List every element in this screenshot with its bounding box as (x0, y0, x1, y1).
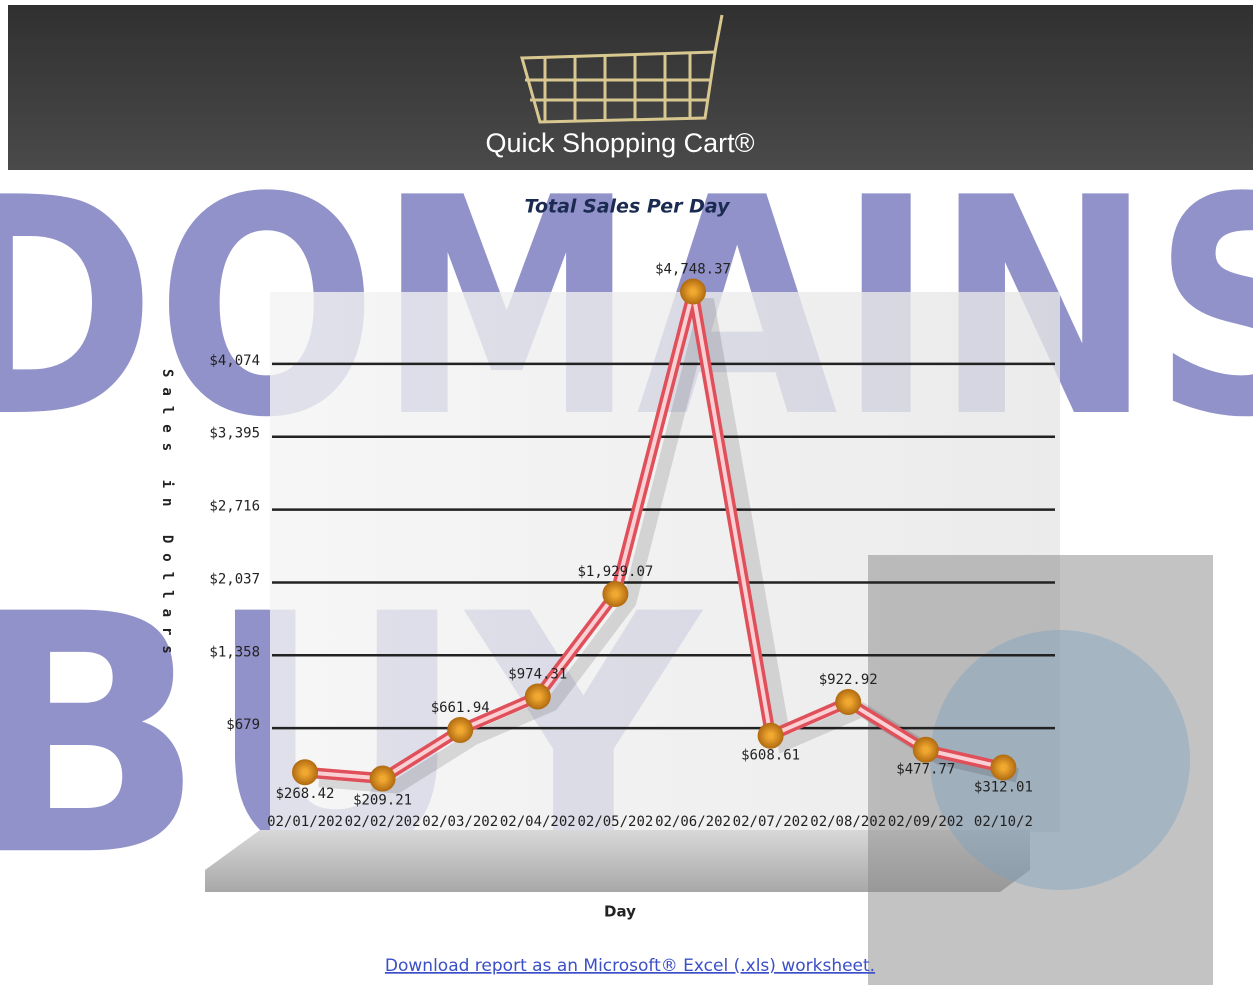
x-tick-label: 02/01/202 (267, 814, 343, 830)
x-tick-label: 02/04/202 (500, 814, 576, 830)
x-tick-label: 02/10/2 (974, 814, 1033, 830)
point (369, 765, 396, 792)
value-label: $608.61 (741, 748, 800, 764)
x-tick-label: 02/03/202 (422, 814, 498, 830)
chart: $679 $1,358 $2,037 $2,716 $3,395 $4,074 Sales … (159, 262, 1055, 830)
y-tick-label: $4,074 (209, 353, 260, 369)
point (990, 754, 1017, 781)
y-tick-label: $1,358 (209, 644, 260, 660)
point (602, 581, 629, 608)
chart-title: Total Sales Per Day (524, 196, 731, 218)
x-tick-label: 02/06/202 (655, 814, 731, 830)
y-tick-label: $2,037 (209, 571, 260, 587)
y-axis-title: Sales in Dollars (159, 369, 175, 664)
point (524, 683, 551, 710)
line-highlight (304, 289, 1004, 781)
download-link[interactable]: Download report as an Microsoft® Excel (… (385, 956, 875, 976)
value-label: $209.21 (353, 793, 412, 809)
value-label: $477.77 (896, 762, 955, 778)
y-tick-label: $3,395 (209, 426, 260, 442)
x-tick-label: 02/02/202 (345, 814, 421, 830)
floor (205, 830, 1030, 892)
point (912, 736, 939, 763)
globe-image (868, 555, 1213, 985)
point (757, 722, 784, 749)
header-band (8, 5, 1253, 170)
value-label: $661.94 (431, 700, 490, 716)
cart-icon (520, 14, 724, 124)
value-label: $268.42 (275, 786, 334, 802)
x-tick-label: 02/07/202 (733, 814, 809, 830)
x-tick-label: 02/05/202 (577, 814, 653, 830)
y-tick-label: $679 (226, 717, 260, 733)
point (447, 716, 474, 743)
x-axis-title: Day (604, 903, 636, 921)
value-label: $312.01 (974, 780, 1033, 796)
point (680, 278, 706, 305)
point (835, 688, 862, 715)
value-label: $4,748.37 (655, 262, 731, 278)
y-tick-label: $2,716 (209, 499, 260, 515)
value-label: $922.92 (819, 672, 878, 688)
x-tick-label: 02/09/202 (888, 814, 964, 830)
value-label: $974.31 (508, 666, 567, 682)
point (292, 759, 318, 786)
globe (930, 630, 1190, 890)
value-label: $1,929.07 (577, 564, 653, 580)
x-tick-label: 02/08/202 (810, 814, 886, 830)
brand: Quick Shopping Cart® (485, 128, 754, 158)
